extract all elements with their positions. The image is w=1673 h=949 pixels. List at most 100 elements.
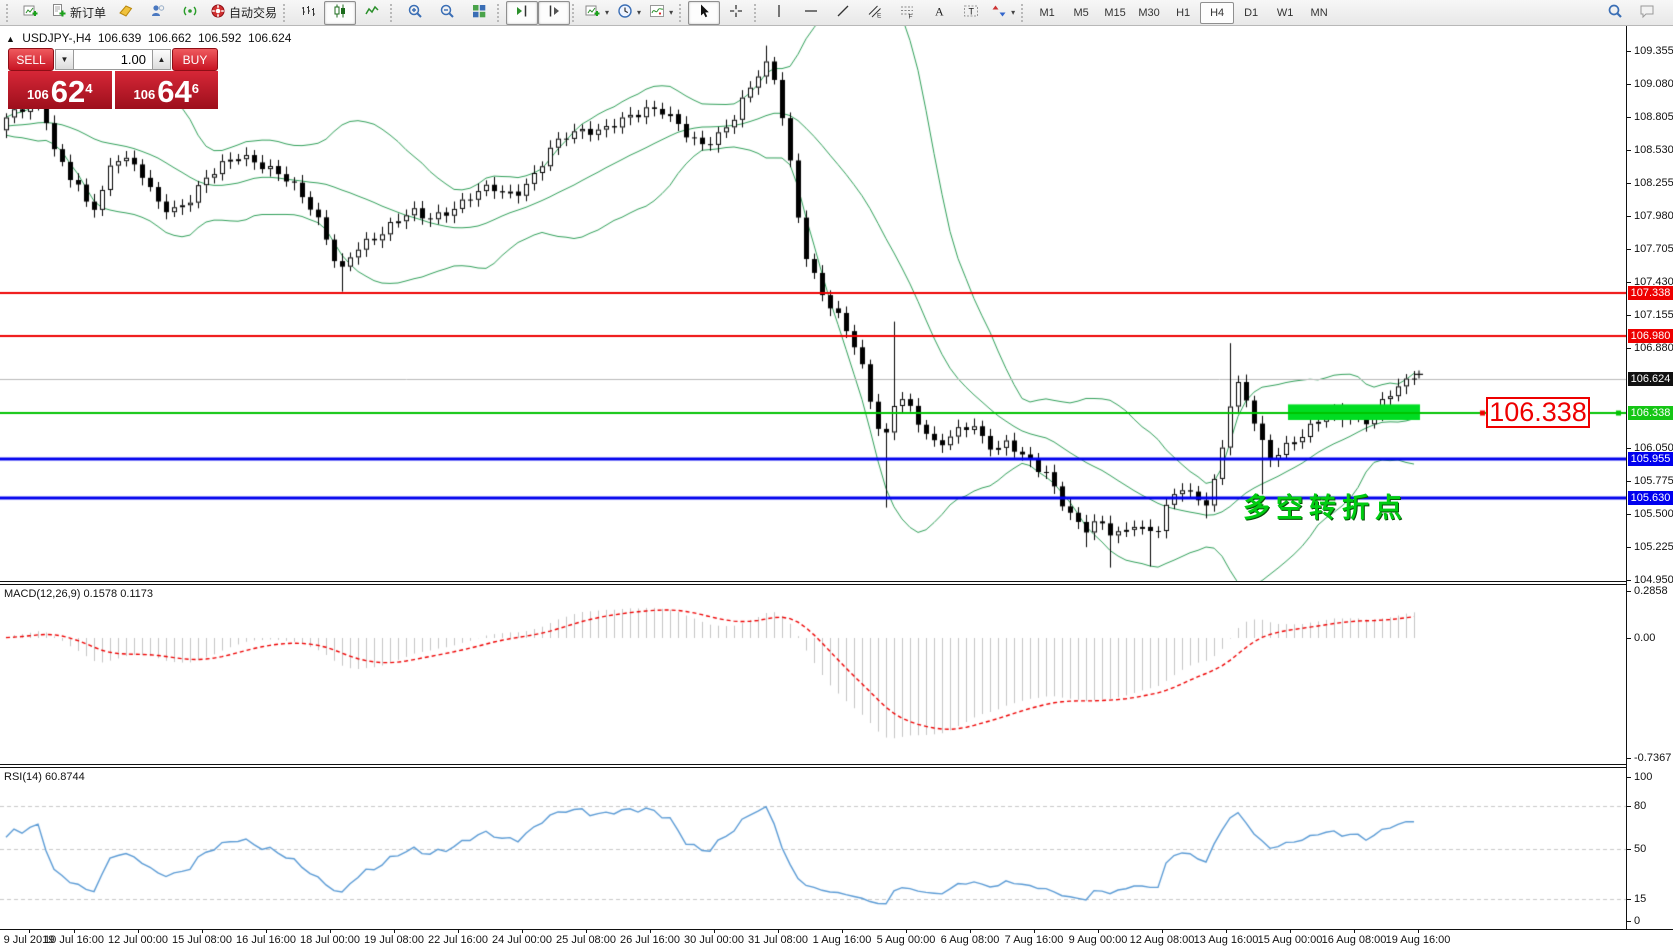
autotrading-button[interactable]: 自动交易 bbox=[206, 1, 281, 25]
price-tick-label: 107.430 bbox=[1627, 276, 1673, 289]
bookmark-button[interactable] bbox=[110, 1, 142, 25]
period-m1-button[interactable]: M1 bbox=[1039, 6, 1055, 19]
vertical-line-button[interactable] bbox=[763, 1, 795, 25]
chat-button[interactable] bbox=[1631, 1, 1663, 25]
time-label: 15 Jul 08:00 bbox=[172, 934, 232, 946]
collapse-arrow-icon[interactable]: ▲ bbox=[6, 34, 15, 44]
sell-price-small: 106 bbox=[27, 87, 49, 102]
signals-button[interactable] bbox=[174, 1, 206, 25]
bar-chart-button[interactable] bbox=[292, 1, 324, 25]
period-d1-button[interactable]: D1 bbox=[1244, 6, 1259, 19]
turning-point-annotation[interactable]: 多空转折点 bbox=[1243, 493, 1408, 523]
search-button[interactable] bbox=[1599, 1, 1631, 25]
time-tick bbox=[1290, 930, 1291, 933]
time-axis[interactable]: 9 Jul 2019 10 Jul 16:00 12 Jul 00:00 15 Jul… bbox=[0, 929, 1673, 949]
buy-button[interactable]: BUY bbox=[172, 48, 218, 71]
indicators-dropdown[interactable]: ▾ bbox=[645, 1, 677, 25]
symbol-ohlc-line: ▲ USDJPY-,H4 106.639 106.662 106.592 106… bbox=[6, 31, 291, 45]
toolbar-group-handle[interactable] bbox=[572, 3, 577, 22]
buy-price[interactable]: 106 64 6 bbox=[114, 71, 218, 109]
toolbar-group-handle[interactable] bbox=[754, 3, 759, 22]
sell-price[interactable]: 106 62 4 bbox=[8, 71, 112, 109]
price-chart-canvas[interactable] bbox=[0, 26, 1673, 949]
macd-panel-separator[interactable] bbox=[0, 581, 1673, 585]
market-watch-button[interactable] bbox=[142, 1, 174, 25]
time-label: 7 Aug 16:00 bbox=[1004, 934, 1064, 946]
toolbar-group-handle[interactable] bbox=[283, 3, 288, 22]
period-w1-button[interactable]: W1 bbox=[1276, 6, 1294, 19]
period-h4-button[interactable]: H4 bbox=[1200, 1, 1235, 24]
price-tick-label: 109.355 bbox=[1627, 45, 1673, 58]
chat-icon bbox=[1639, 3, 1655, 22]
price-tick-label: 105.775 bbox=[1627, 475, 1673, 488]
macd-indicator-label: MACD(12,26,9) 0.1578 0.1173 bbox=[4, 588, 154, 600]
new-order-button[interactable]: 新订单 bbox=[47, 1, 110, 25]
time-tick bbox=[714, 930, 715, 933]
timeframes-dropdown[interactable]: ▾ bbox=[613, 1, 645, 25]
period-mn-button[interactable]: MN bbox=[1310, 6, 1328, 19]
rsi-scale-label: 100 bbox=[1627, 771, 1673, 784]
buy-price-big: 64 bbox=[157, 74, 192, 109]
toolbar-group-handle[interactable] bbox=[497, 3, 502, 22]
toolbar: 新订单 自动交易 ▾ ▾ ▾ E F A T ▾ M1 M5 M15 M30 H1 H4 D1 W1 MN bbox=[0, 0, 1673, 26]
time-tick bbox=[266, 930, 267, 933]
time-label: 1 Aug 16:00 bbox=[812, 934, 872, 946]
new-window-dropdown[interactable]: ▾ bbox=[581, 1, 613, 25]
new-chart-icon bbox=[23, 3, 39, 22]
chart-area[interactable]: ▲ USDJPY-,H4 106.639 106.662 106.592 106… bbox=[0, 26, 1673, 949]
time-label: 24 Jul 00:00 bbox=[492, 934, 552, 946]
tile-windows-button[interactable] bbox=[463, 1, 495, 25]
candlestick-chart-button[interactable] bbox=[324, 0, 357, 25]
fibonacci-button[interactable]: F bbox=[891, 1, 923, 25]
volume-increase-button[interactable]: ▲ bbox=[152, 49, 171, 70]
equidistant-channel-button[interactable]: E bbox=[859, 1, 891, 25]
price-tick-label: 105.225 bbox=[1627, 541, 1673, 554]
bar-chart-icon bbox=[300, 3, 316, 22]
price-tick-label: 107.980 bbox=[1627, 210, 1673, 223]
sell-button[interactable]: SELL bbox=[8, 48, 54, 71]
toolbar-group-handle[interactable] bbox=[679, 3, 684, 22]
line-chart-button[interactable] bbox=[356, 1, 388, 25]
macd-scale-label: -0.7367 bbox=[1627, 752, 1673, 765]
volume-decrease-button[interactable]: ▼ bbox=[55, 49, 74, 70]
toolbar-group-handle[interactable] bbox=[6, 3, 11, 22]
macd-scale-label: 0.2858 bbox=[1627, 585, 1673, 598]
time-tick bbox=[778, 930, 779, 933]
rsi-panel-separator[interactable] bbox=[0, 764, 1673, 768]
zoom-out-button[interactable] bbox=[431, 1, 463, 25]
toolbar-group-handle[interactable] bbox=[390, 3, 395, 22]
time-tick bbox=[1098, 930, 1099, 933]
auto-scroll-button[interactable] bbox=[538, 0, 571, 25]
trendline-button[interactable] bbox=[827, 1, 859, 25]
text-button[interactable]: A bbox=[923, 1, 955, 25]
horizontal-line-button[interactable] bbox=[795, 1, 827, 25]
time-label: 6 Aug 08:00 bbox=[940, 934, 1000, 946]
ohlc-open: 106.639 bbox=[97, 31, 142, 45]
period-h1-button[interactable]: H1 bbox=[1176, 6, 1191, 19]
time-label: 15 Aug 00:00 bbox=[1257, 934, 1323, 946]
trendline-icon bbox=[835, 3, 851, 22]
svg-text:A: A bbox=[935, 5, 944, 19]
volume-input[interactable]: 1.00 bbox=[74, 49, 152, 70]
ohlc-high: 106.662 bbox=[147, 31, 192, 45]
sell-price-sup: 4 bbox=[85, 81, 93, 96]
chart-shift-button[interactable] bbox=[506, 0, 539, 25]
rsi-value: 60.8744 bbox=[44, 771, 85, 783]
time-label: 16 Jul 16:00 bbox=[236, 934, 296, 946]
period-m5-button[interactable]: M5 bbox=[1073, 6, 1089, 19]
price-axis[interactable]: 109.355 109.080 108.805 108.530 108.255 107.9… bbox=[1626, 26, 1673, 929]
new-chart-button[interactable] bbox=[15, 1, 47, 25]
zoom-in-button[interactable] bbox=[399, 1, 431, 25]
crosshair-button[interactable] bbox=[720, 1, 752, 25]
period-m15-button[interactable]: M15 bbox=[1104, 6, 1126, 19]
ohlc-close: 106.624 bbox=[248, 31, 292, 45]
cursor-button[interactable] bbox=[688, 0, 721, 25]
arrows-dropdown[interactable]: ▾ bbox=[987, 1, 1019, 25]
time-label: 13 Aug 16:00 bbox=[1193, 934, 1259, 946]
text-label-button[interactable]: T bbox=[955, 1, 987, 25]
price-annotation-box[interactable]: 106.338 bbox=[1486, 397, 1590, 428]
time-tick bbox=[202, 930, 203, 933]
period-m30-button[interactable]: M30 bbox=[1138, 6, 1160, 19]
new-window-icon bbox=[585, 3, 601, 22]
time-tick bbox=[970, 930, 971, 933]
